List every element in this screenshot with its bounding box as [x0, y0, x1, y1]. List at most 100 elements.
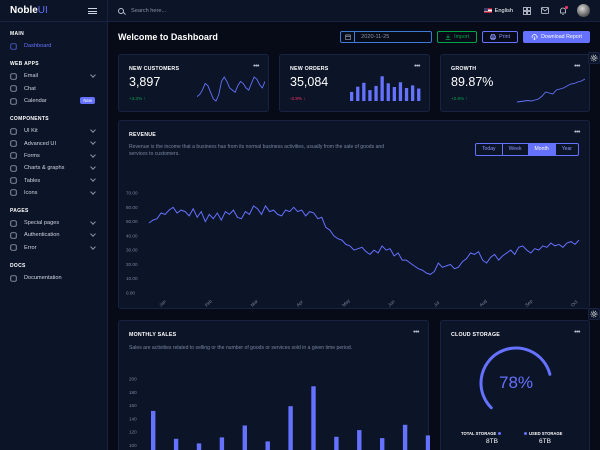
sidebar-item-label: Error [24, 244, 37, 251]
more-options-icon[interactable]: ••• [574, 63, 580, 70]
print-label: Print [499, 34, 511, 40]
kpi-title: GROWTH [451, 66, 477, 72]
sparkline-bar [356, 86, 360, 101]
avatar[interactable] [577, 4, 590, 17]
period-today[interactable]: Today [476, 144, 503, 155]
x-tick-label: Mar [250, 298, 259, 307]
apps-grid-icon[interactable] [523, 6, 531, 15]
sparkline-bar [411, 85, 415, 101]
language-label: English [494, 7, 513, 14]
sales-bar [151, 410, 156, 450]
chevron-down-icon [90, 72, 96, 79]
sidebar: NobleUI MAIN Dashboard WEB APPS Email Chat Ca… [0, 0, 108, 450]
download-icon [445, 34, 451, 40]
kpi-card-new-customers: NEW CUSTOMERS ••• 3,897 +3.3% ↑ [118, 54, 269, 112]
brand-logo[interactable]: NobleUI [10, 5, 48, 16]
sidebar-item-advanced-ui[interactable]: Advanced UI [0, 137, 107, 149]
sales-bar [357, 430, 362, 450]
sidebar-item-label: Email [24, 73, 38, 80]
download-report-button[interactable]: Download Report [523, 31, 590, 43]
search-input[interactable] [131, 7, 331, 14]
main-content: Welcome to Dashboard 2020-11-25 Import P… [108, 22, 600, 450]
revenue-card: REVENUE ••• Revenue is the income that a… [118, 120, 590, 309]
chevron-down-icon [90, 164, 96, 170]
legend-used-label: USED STORAGE [529, 431, 563, 436]
storage-radial-chart: 78% [479, 346, 552, 410]
kpi-title: NEW CUSTOMERS [129, 66, 180, 72]
more-options-icon[interactable]: ••• [413, 329, 419, 336]
cloud-off-icon [10, 244, 17, 251]
more-options-icon[interactable]: ••• [414, 63, 420, 70]
mail-icon[interactable] [541, 7, 549, 15]
more-options-icon[interactable]: ••• [574, 129, 580, 136]
sales-bar [219, 437, 225, 450]
y-tick-label: 180 [129, 390, 137, 395]
sidebar-section-title: WEB APPS [10, 61, 39, 68]
sidebar-item-chat[interactable]: Chat [0, 83, 107, 95]
sidebar-item-error[interactable]: Error [0, 242, 107, 254]
sidebar-item-tables[interactable]: Tables [0, 174, 107, 186]
chevron-down-icon [90, 127, 96, 134]
sidebar-item-icons[interactable]: Icons [0, 187, 107, 199]
legend-total-label: TOTAL STORAGE [461, 431, 497, 436]
topbar-actions: English [483, 4, 590, 17]
legend-used-storage: USED STORAGE [524, 431, 562, 436]
sidebar-item-dashboard[interactable]: Dashboard [0, 40, 107, 52]
sparkline-series [197, 76, 265, 102]
sidebar-item-forms[interactable]: Forms [0, 150, 107, 162]
sidebar-item-special-pages[interactable]: Special pages [0, 217, 107, 229]
settings-gear-icon-secondary[interactable] [588, 308, 600, 320]
chevron-down-icon [90, 139, 96, 146]
kpi-value: 35,084 [290, 75, 329, 89]
period-selector: Today Week Month Year [475, 143, 579, 156]
monthly-sales-description: Sales are activities related to selling … [129, 345, 353, 351]
sidebar-item-calendar[interactable]: Calendar New [0, 95, 107, 107]
period-week[interactable]: Week [503, 144, 529, 155]
sidebar-item-label: Dashboard [24, 43, 52, 50]
sidebar-item-authentication[interactable]: Authentication [0, 229, 107, 241]
status-badge: New [80, 97, 95, 105]
cloud-storage-title: CLOUD STORAGE [451, 332, 500, 338]
sales-bar [425, 435, 430, 450]
storage-progress-arc [479, 346, 552, 410]
bell-icon[interactable] [559, 5, 568, 15]
print-button[interactable]: Print [482, 31, 519, 43]
sidebar-item-email[interactable]: Email [0, 70, 107, 82]
sidebar-section-title: MAIN [10, 31, 24, 37]
import-button[interactable]: Import [437, 31, 478, 43]
sparkline-bar [362, 82, 366, 101]
sidebar-item-ui-kit[interactable]: UI Kit [0, 125, 107, 137]
monthly-sales-card: MONTHLY SALES ••• Sales are activities r… [118, 320, 430, 450]
calendar-icon [341, 32, 356, 42]
page-header: Welcome to Dashboard 2020-11-25 Import P… [118, 22, 590, 52]
period-month[interactable]: Month [528, 144, 556, 155]
sidebar-item-label: UI Kit [24, 128, 38, 135]
y-tick-label: 20.00 [126, 262, 138, 267]
language-selector[interactable]: English [483, 7, 513, 14]
brand-suffix: UI [37, 5, 48, 16]
revenue-chart: 70.00 60.00 50.00 40.00 30.00 20.00 10.00 0.00 J… [126, 191, 580, 308]
more-options-icon[interactable]: ••• [574, 329, 580, 336]
more-options-icon[interactable]: ••• [253, 63, 259, 70]
chevron-down-icon [90, 188, 96, 195]
sales-bar [265, 441, 270, 450]
period-year[interactable]: Year [561, 146, 572, 152]
sidebar-item-charts-graphs[interactable]: Charts & graphs [0, 162, 107, 174]
sidebar-item-documentation[interactable]: Documentation [0, 272, 107, 284]
x-tick-label: Oct [570, 299, 579, 308]
feather-icon [10, 128, 17, 135]
sparkline-series [517, 78, 585, 103]
legend-used-dot [524, 432, 527, 435]
smile-icon [10, 189, 17, 196]
settings-gear-icon[interactable] [588, 52, 600, 64]
menu-toggle-icon[interactable] [88, 7, 97, 14]
sidebar-nav: MAIN Dashboard WEB APPS Email Chat Calendar Ne… [0, 31, 107, 284]
sparkline-bar [392, 87, 396, 101]
x-tick-label: Jul [433, 300, 441, 308]
sidebar-item-label: Documentation [24, 275, 62, 281]
storage-percent-label: 78% [499, 373, 533, 392]
date-picker[interactable]: 2020-11-25 [340, 31, 433, 43]
revenue-description: Revenue is the income that a business ha… [129, 144, 385, 157]
sales-bar [402, 424, 408, 450]
chevron-down-icon [90, 219, 96, 225]
